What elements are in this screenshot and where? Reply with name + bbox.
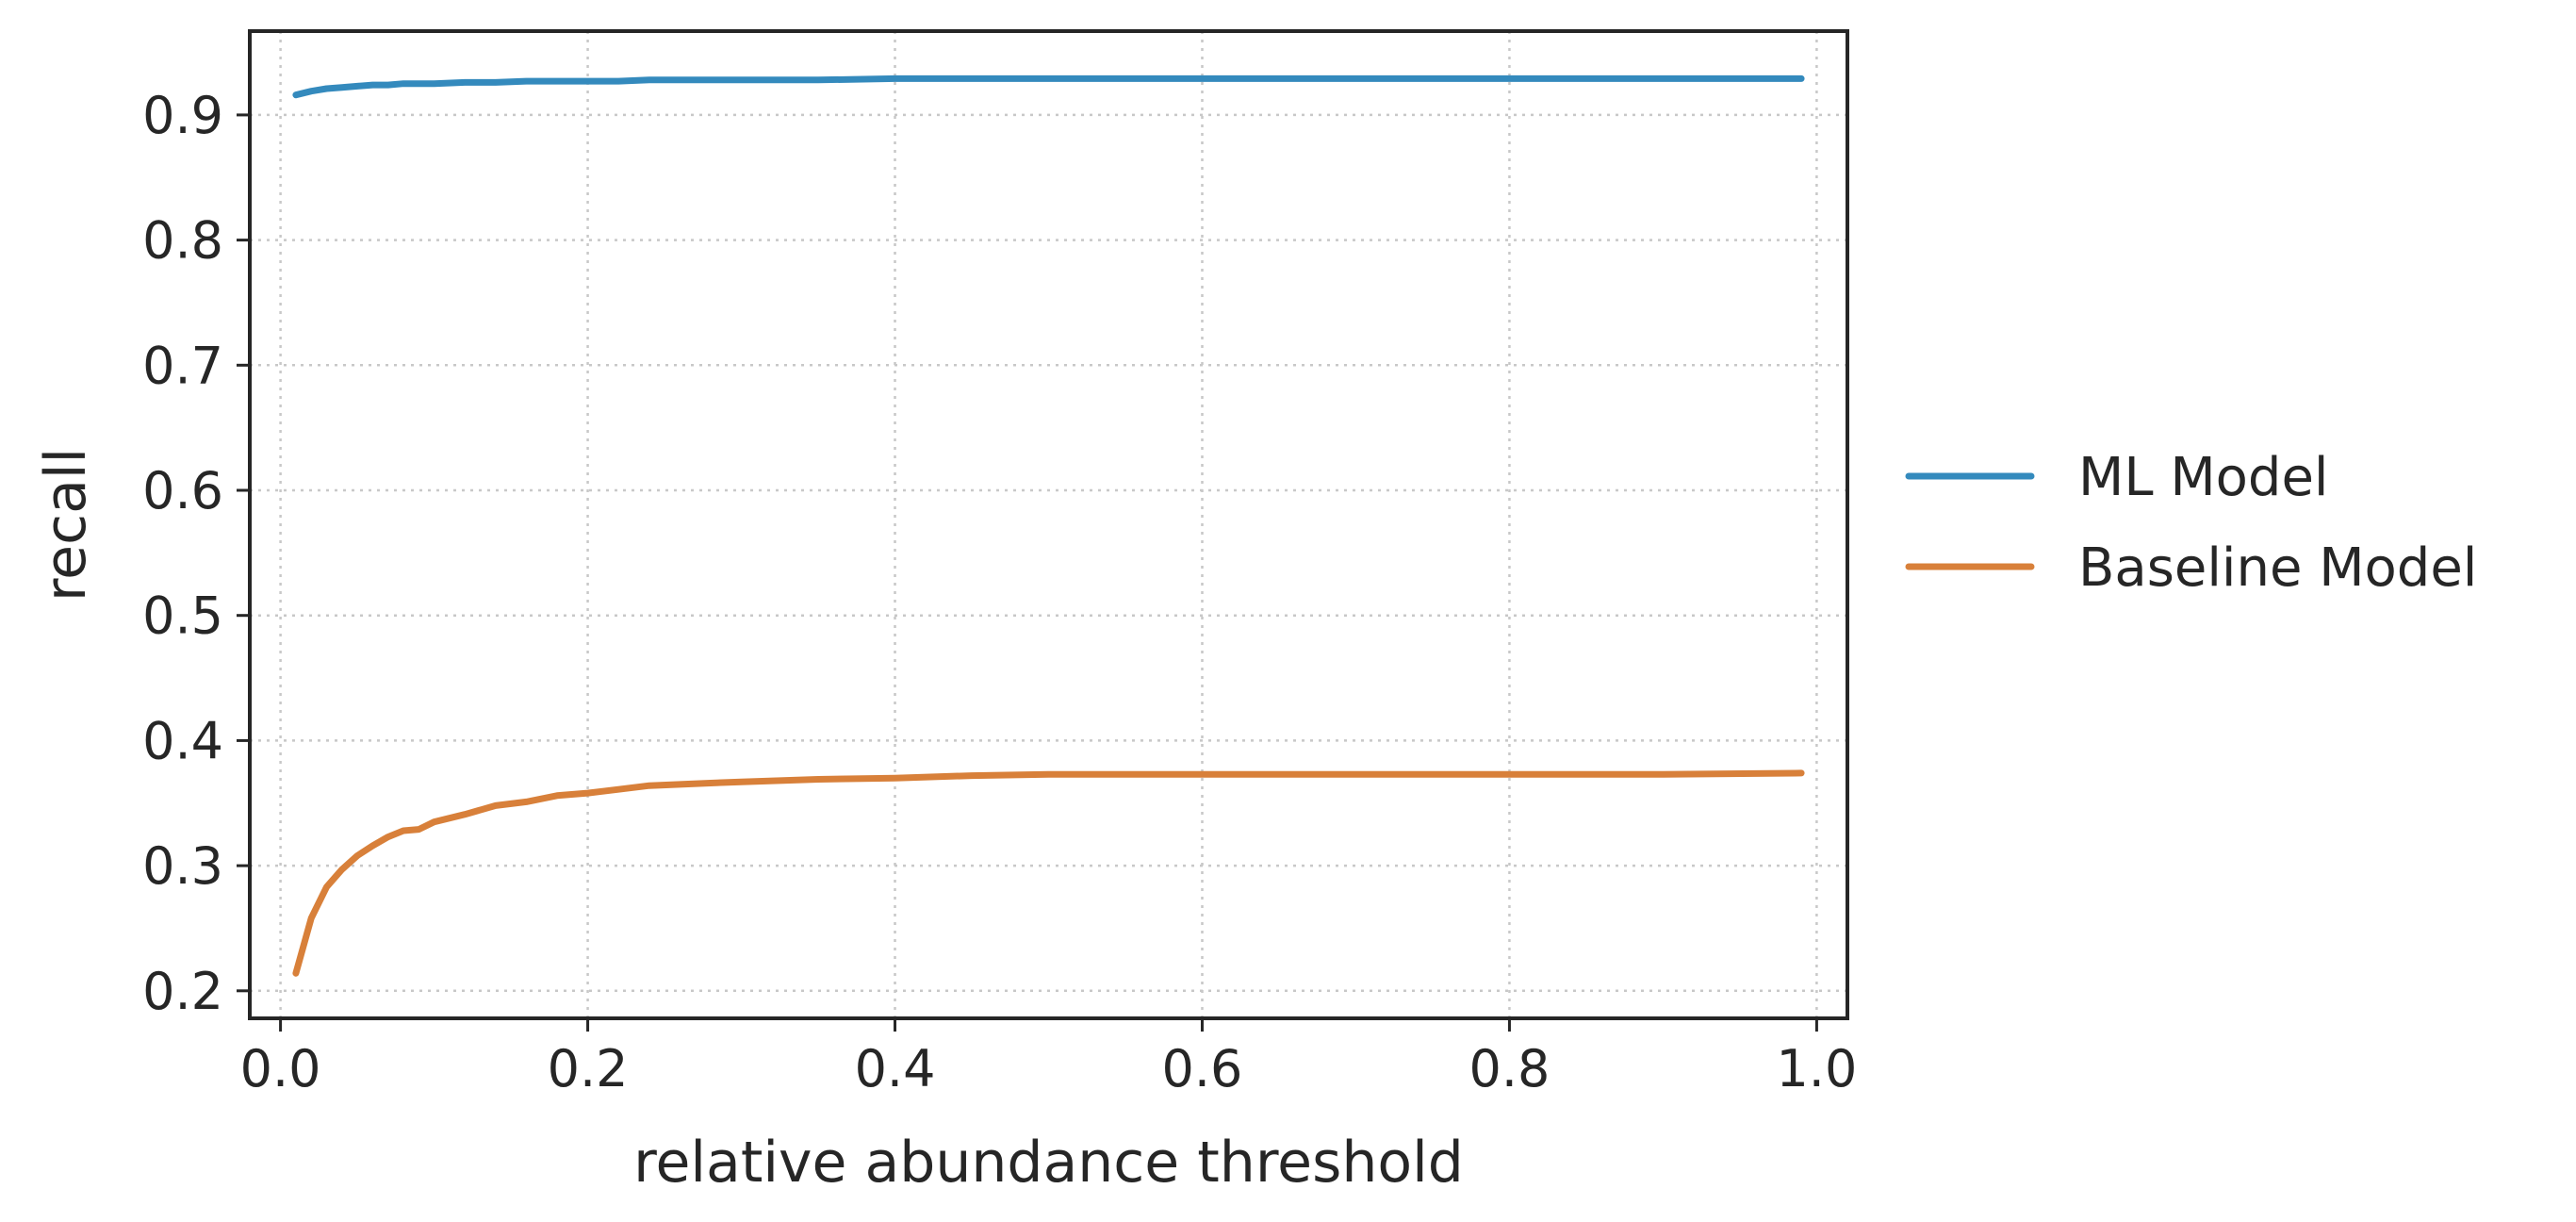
x-tick-label: 1.0 [1776,1039,1857,1098]
legend-label-ml-model: ML Model [2078,447,2328,508]
x-tick-label: 0.0 [240,1039,321,1098]
x-tick-label: 0.2 [548,1039,629,1098]
y-tick-label: 0.8 [142,211,223,271]
y-tick-label: 0.2 [142,962,223,1021]
y-tick-label: 0.7 [142,336,223,395]
x-tick-label: 0.4 [855,1039,936,1098]
legend: ML Model Baseline Model [1905,447,2477,599]
x-tick-label: 0.6 [1162,1039,1243,1098]
series-line-ml-model [292,74,1805,99]
ticks: 0.0 0.2 0.4 0.6 0.8 1.0 0.2 0.3 0.4 0.5 0.6 0.7 0.8 0… [142,86,1857,1098]
y-tick-label: 0.3 [142,836,223,896]
x-tick-label: 0.8 [1468,1039,1550,1098]
y-tick-label: 0.4 [142,711,223,770]
legend-label-baseline-model: Baseline Model [2078,537,2477,599]
y-tick-label: 0.5 [142,586,223,646]
y-axis-label: recall [33,448,99,602]
y-tick-label: 0.6 [142,461,223,520]
series-line-baseline-model [292,769,1805,977]
series-lines [292,74,1805,977]
plot-frame [248,29,1849,1020]
x-axis-label: relative abundance threshold [633,1130,1464,1196]
grid [250,31,1847,1018]
y-tick-label: 0.9 [142,86,223,145]
